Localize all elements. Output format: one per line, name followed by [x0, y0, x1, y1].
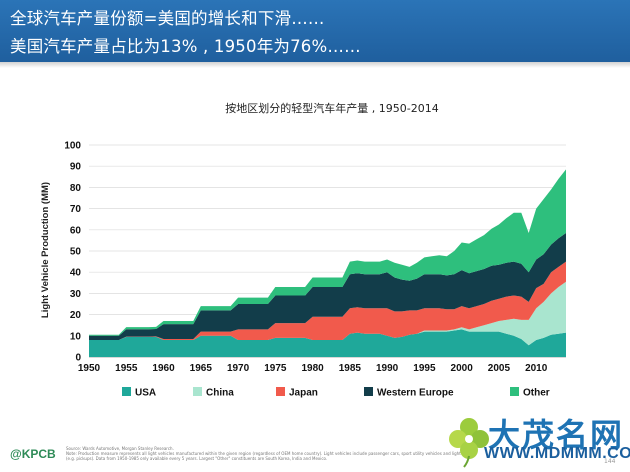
legend: USA China Japan Western Europe Other [122, 387, 550, 399]
x-tick-label: 1970 [227, 363, 250, 374]
legend-item: China [193, 387, 234, 399]
legend-label: China [206, 388, 234, 399]
y-tick-label: 40 [70, 268, 82, 279]
y-axis-label: Light Vehicle Production (MM) [40, 182, 51, 318]
y-tick-label: 30 [70, 289, 82, 300]
source-line-2: Note: Production measure represents all … [66, 451, 476, 456]
area-series-usa [89, 329, 566, 357]
legend-label: Western Europe [377, 388, 454, 399]
x-tick-label: 2005 [488, 363, 511, 374]
area-series-japan [89, 261, 566, 340]
x-tick-label: 1985 [339, 363, 362, 374]
x-tick-label: 1995 [413, 363, 436, 374]
legend-item: Western Europe [364, 387, 454, 399]
area-series-other [89, 169, 566, 336]
legend-swatch [510, 387, 519, 396]
y-tick-label: 100 [64, 141, 81, 152]
y-tick-label: 10 [70, 331, 82, 342]
header-shadow [0, 62, 630, 68]
x-tick-labels: 1950 1955 1960 1965 1970 1975 1980 1985 1990 1995… [78, 363, 548, 374]
legend-swatch [122, 387, 131, 396]
source-line-3: (e.g. pickups). Data from 1950-1985 only… [66, 456, 328, 461]
area-series-western-europe [89, 233, 566, 340]
y-tick-label: 20 [70, 310, 82, 321]
legend-swatch [364, 387, 373, 396]
watermark-chinese-text: 大茂名网 [488, 416, 625, 454]
legend-swatch [276, 387, 285, 396]
x-tick-label: 1965 [190, 363, 213, 374]
header-line-1: 全球汽车产量份额=美国的增长和下滑…… [10, 9, 325, 28]
y-tick-labels: 0 10 20 30 40 50 60 70 80 90 100 [64, 141, 81, 364]
x-tick-label: 1975 [264, 363, 287, 374]
y-tick-label: 0 [75, 353, 81, 364]
clover-logo-icon [449, 418, 489, 468]
chart-title: 按地区划分的轻型汽车年产量 , 1950-2014 [225, 101, 438, 115]
legend-label: Japan [289, 388, 318, 399]
y-tick-label: 90 [70, 162, 82, 173]
watermark: 大茂名网 WWW.MDMMM.COM [446, 412, 630, 468]
area-series [89, 169, 566, 357]
x-tick-label: 2000 [451, 363, 474, 374]
y-tick-label: 80 [70, 183, 82, 194]
source-line-1: Source: Wards Automotive, Morgan Stanley… [66, 446, 174, 451]
header-line-2: 美国汽车产量占比为13% , 1950年为76%…… [10, 37, 361, 56]
source-note: Source: Wards Automotive, Morgan Stanley… [66, 446, 476, 461]
x-tick-label: 1990 [376, 363, 399, 374]
slide-header: 全球汽车产量份额=美国的增长和下滑…… 美国汽车产量占比为13% , 1950年… [0, 0, 630, 62]
page-number: 144 [604, 458, 616, 465]
legend-item: Japan [276, 387, 318, 399]
legend-label: Other [523, 388, 550, 399]
x-tick-label: 1955 [115, 363, 138, 374]
kpcb-logo: @KPCB [10, 447, 56, 461]
x-tick-label: 1960 [152, 363, 175, 374]
x-tick-label: 2010 [525, 363, 548, 374]
x-tick-label: 1980 [301, 363, 324, 374]
y-tick-label: 70 [70, 204, 82, 215]
legend-swatch [193, 387, 202, 396]
legend-item: USA [122, 387, 156, 399]
legend-item: Other [510, 387, 550, 399]
watermark-url: WWW.MDMMM.COM [484, 445, 630, 462]
y-tick-label: 50 [70, 247, 82, 258]
y-tick-label: 60 [70, 225, 82, 236]
x-tick-label: 1950 [78, 363, 101, 374]
legend-label: USA [135, 388, 156, 399]
